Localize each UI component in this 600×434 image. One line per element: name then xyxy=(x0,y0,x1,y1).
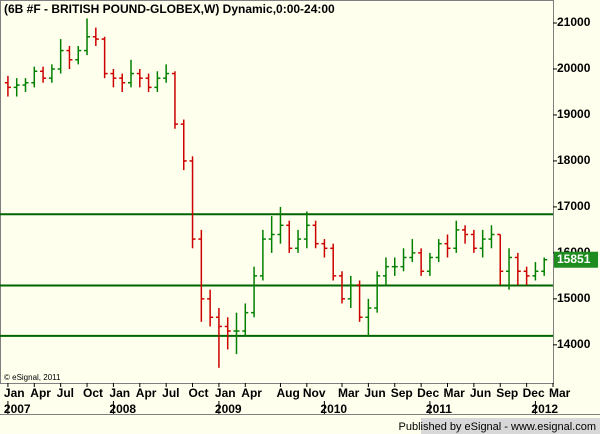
x-tick-label: Dec xyxy=(523,386,545,400)
year-tick-label: 2011 xyxy=(426,402,452,416)
publisher: Published by eSignal - www.esignal.com xyxy=(399,421,597,433)
last-price-box xyxy=(554,251,598,268)
year-tick-label: 2007 xyxy=(4,402,31,416)
x-tick-label: Sep xyxy=(391,386,413,400)
x-tick-label: Apr xyxy=(30,386,51,400)
x-tick-label: Mar xyxy=(549,386,571,400)
x-tick-label: Apr xyxy=(241,386,262,400)
x-tick-label: Nov xyxy=(303,386,326,400)
x-tick-label: Jan xyxy=(109,386,130,400)
x-tick-label: Jan xyxy=(4,386,25,400)
publisher-box xyxy=(421,418,600,434)
x-tick-label: Oct xyxy=(189,386,209,400)
year-tick-label: 2010 xyxy=(320,402,347,416)
x-tick-label: Sep xyxy=(496,386,518,400)
x-tick-label: Oct xyxy=(83,386,103,400)
y-tick-label: 21000 xyxy=(557,15,591,29)
chart-title: (6B #F - BRITISH POUND-GLOBEX,W) Dynamic… xyxy=(4,2,335,16)
x-tick-label: Dec xyxy=(417,386,439,400)
year-tick-label: 2008 xyxy=(109,402,136,416)
last-price-label: 15851 xyxy=(557,252,591,266)
year-tick-label: 2009 xyxy=(215,402,242,416)
y-tick-label: 15000 xyxy=(557,291,591,305)
x-tick-label: Jul xyxy=(57,386,74,400)
year-tick-label: 2012 xyxy=(531,402,558,416)
x-tick-label: Jan xyxy=(215,386,236,400)
y-tick-label: 17000 xyxy=(557,199,591,213)
y-tick-label: 19000 xyxy=(557,107,591,121)
x-tick-label: Aug xyxy=(276,386,299,400)
copyright: © eSignal, 2011 xyxy=(4,373,61,382)
y-tick-label: 20000 xyxy=(557,61,591,75)
x-tick-label: Jun xyxy=(364,386,385,400)
y-tick-label: 14000 xyxy=(557,337,591,351)
x-tick-label: Jun xyxy=(470,386,491,400)
y-tick-label: 18000 xyxy=(557,153,591,167)
x-tick-label: Mar xyxy=(338,386,360,400)
plot-frame xyxy=(0,0,554,384)
x-tick-label: Jul xyxy=(162,386,179,400)
x-tick-label: Mar xyxy=(443,386,465,400)
x-tick-label: Apr xyxy=(136,386,157,400)
